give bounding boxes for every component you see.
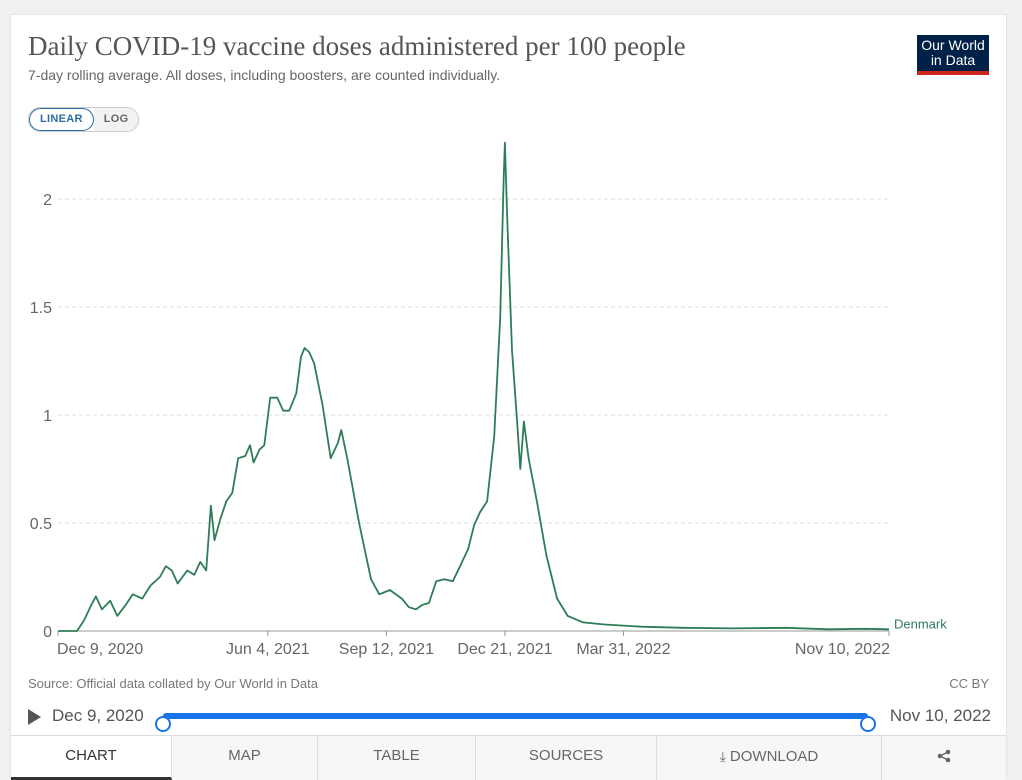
series-line-denmark [58, 141, 890, 632]
owid-logo[interactable]: Our World in Data [917, 35, 989, 75]
x-axis: Dec 9, 2020 Jun 4, 2021 Sep 12, 2021 Dec 21… [57, 630, 890, 658]
series-label-denmark: Denmark [894, 616, 947, 631]
tab-sources[interactable]: SOURCES [476, 736, 657, 780]
license-label[interactable]: CC BY [949, 676, 989, 691]
download-icon: ⤓ [719, 748, 726, 764]
scale-toggle: LINEAR LOG [28, 107, 140, 132]
source-note[interactable]: Source: Official data collated by Our Wo… [28, 676, 318, 691]
x-tick-label: Sep 12, 2021 [339, 641, 434, 658]
download-label: DOWNLOAD [729, 748, 819, 765]
tab-chart[interactable]: CHART [11, 736, 172, 780]
play-icon[interactable] [28, 709, 41, 725]
x-tick-label: Dec 9, 2020 [57, 641, 143, 658]
x-tick-label: Mar 31, 2022 [576, 641, 670, 658]
tab-map[interactable]: MAP [172, 736, 318, 780]
timeline-end-label: Nov 10, 2022 [889, 706, 991, 725]
timeline-end-handle[interactable] [860, 716, 876, 732]
chart-subtitle: 7-day rolling average. All doses, includ… [28, 67, 501, 83]
share-icon [937, 749, 951, 763]
share-button[interactable] [882, 736, 1006, 780]
grid-lines [58, 198, 889, 524]
x-tick-label: Nov 10, 2022 [795, 641, 890, 658]
x-tick-label: Dec 21, 2021 [457, 641, 552, 658]
y-tick-label: 2 [43, 192, 52, 209]
logo-line-2: in Data [930, 52, 976, 68]
tab-bar: CHART MAP TABLE SOURCES ⤓ DOWNLOAD [11, 735, 1006, 780]
y-tick-label: 1.5 [30, 300, 52, 317]
y-tick-label: 1 [43, 408, 52, 425]
tab-table[interactable]: TABLE [318, 736, 476, 780]
series-layer: Denmark [58, 141, 947, 632]
linear-scale-button[interactable]: LINEAR [29, 108, 94, 131]
y-tick-label: 0 [43, 624, 52, 641]
timeline-start-handle[interactable] [155, 716, 171, 732]
line-chart: 0 0.5 1 1.5 2 Dec 9, 2020 Jun 4, 2021 Sep 12, … [30, 141, 947, 658]
timeline-track[interactable] [155, 713, 876, 732]
tab-download[interactable]: ⤓ DOWNLOAD [657, 736, 882, 780]
logo-line-1: Our World [921, 37, 985, 53]
chart-title: Daily COVID-19 vaccine doses administere… [28, 31, 686, 61]
chart-card: Daily COVID-19 vaccine doses administere… [10, 14, 1007, 780]
y-tick-label: 0.5 [30, 516, 52, 533]
log-scale-button[interactable]: LOG [93, 108, 139, 131]
y-axis: 0 0.5 1 1.5 2 [30, 192, 52, 641]
timeline-start-label: Dec 9, 2020 [52, 706, 144, 725]
timeline: Dec 9, 2020 Nov 10, 2022 [28, 703, 991, 732]
x-tick-label: Jun 4, 2021 [226, 641, 310, 658]
